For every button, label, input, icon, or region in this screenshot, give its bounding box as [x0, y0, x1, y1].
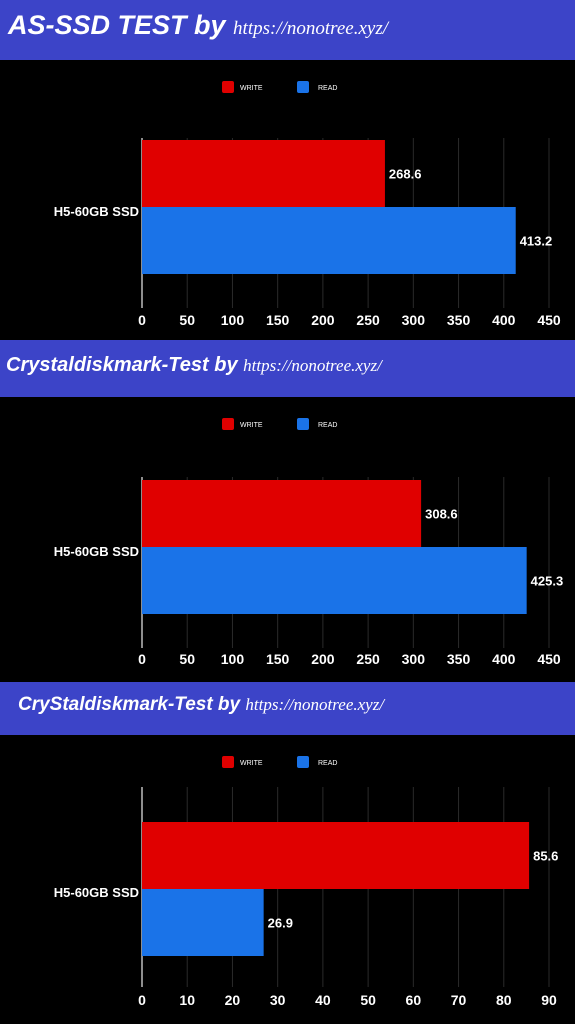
x-tick-label: 400	[492, 651, 516, 667]
category-label: H5-60GB SSD	[54, 544, 139, 559]
x-tick-label: 450	[537, 312, 561, 328]
banner-site: https://nonotree.xyz/	[243, 356, 382, 375]
x-tick-label: 250	[356, 651, 380, 667]
banner-title: CryStaldiskmark-Test by	[18, 694, 241, 715]
x-tick-label: 150	[266, 651, 290, 667]
legend-swatch	[297, 81, 309, 93]
x-tick-label: 450	[537, 651, 561, 667]
bar-read	[142, 207, 516, 274]
x-tick-label: 30	[270, 992, 286, 1008]
bar-write	[142, 822, 530, 889]
legend-swatch	[222, 418, 234, 430]
x-tick-label: 150	[266, 312, 290, 328]
chart-crystaldiskmark: 0 50 100 150 200 250 300 350 400 450 H5-60GB SSD WR…	[54, 418, 564, 667]
x-tick-label: 60	[406, 992, 422, 1008]
bar-read	[142, 547, 527, 614]
legend-swatch	[222, 81, 234, 93]
chart-banner-crystaldiskmark-4k: CryStaldiskmark-Test by https://nonotree…	[0, 682, 575, 735]
x-tick-label: 50	[179, 312, 195, 328]
banner-title: AS-SSD TEST by	[8, 10, 226, 40]
x-tick-label: 300	[402, 651, 426, 667]
x-tick-label: 90	[541, 992, 557, 1008]
legend-swatch	[297, 756, 309, 768]
x-tick-label: 350	[447, 312, 471, 328]
x-tick-label: 400	[492, 312, 516, 328]
x-tick-label: 70	[451, 992, 467, 1008]
legend-label: READ	[318, 760, 337, 767]
legend-label: WRITE	[240, 422, 263, 429]
x-tick-label: 0	[138, 651, 146, 667]
x-tick-label: 350	[447, 651, 471, 667]
data-label: 85.6	[533, 849, 558, 864]
x-tick-label: 200	[311, 312, 335, 328]
x-tick-label: 50	[179, 651, 195, 667]
x-tick-label: 0	[138, 992, 146, 1008]
legend-swatch	[297, 418, 309, 430]
x-tick-label: 0	[138, 312, 146, 328]
chart-banner-crystaldiskmark: Crystaldiskmark-Test by https://nonotree…	[0, 340, 575, 397]
legend-label: WRITE	[240, 85, 263, 92]
legend-swatch	[222, 756, 234, 768]
legend-label: READ	[318, 422, 337, 429]
x-tick-label: 300	[402, 312, 426, 328]
x-tick-label: 40	[315, 992, 331, 1008]
x-tick-label: 100	[221, 312, 245, 328]
x-tick-label: 100	[221, 651, 245, 667]
category-label: H5-60GB SSD	[54, 204, 139, 219]
banner-site: https://nonotree.xyz/	[245, 695, 385, 714]
bar-write	[142, 140, 385, 207]
x-tick-label: 80	[496, 992, 512, 1008]
data-label: 268.6	[389, 167, 422, 182]
data-label: 413.2	[520, 234, 553, 249]
legend-label: READ	[318, 85, 337, 92]
chart-crystaldiskmark-4k: 0 10 20 30 40 50 60 70 80 90 H5-60GB SSD WRITE READ 8…	[54, 756, 558, 1008]
bar-write	[142, 480, 422, 547]
x-tick-label: 50	[360, 992, 376, 1008]
data-label: 425.3	[531, 574, 564, 589]
legend-label: WRITE	[240, 760, 263, 767]
data-label: 26.9	[268, 916, 293, 931]
bar-read	[142, 889, 264, 956]
banner-site: https://nonotree.xyz/	[233, 18, 389, 39]
x-tick-label: 20	[225, 992, 241, 1008]
chart-as-ssd: 0 50 100 150 200 250 300 350 400 450 H5-60GB SSD WR…	[54, 81, 561, 328]
category-label: H5-60GB SSD	[54, 885, 139, 900]
x-tick-label: 250	[356, 312, 380, 328]
x-tick-label: 10	[179, 992, 195, 1008]
x-tick-label: 200	[311, 651, 335, 667]
chart-banner-as-ssd: AS-SSD TEST by https://nonotree.xyz/	[0, 0, 575, 60]
banner-title: Crystaldiskmark-Test by	[6, 354, 238, 376]
data-label: 308.6	[425, 507, 458, 522]
